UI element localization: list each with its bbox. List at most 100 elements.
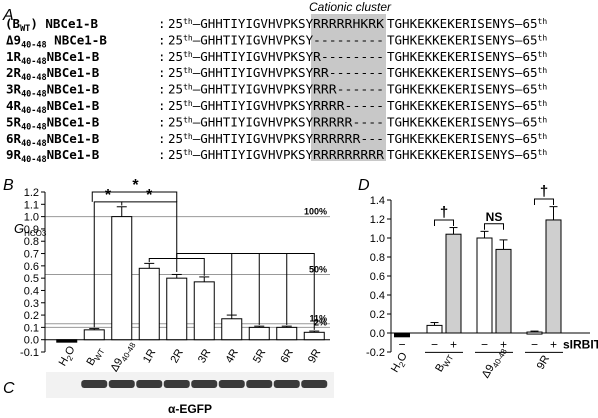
construct-label: 9R40-48NBCe1-B: [6, 147, 100, 165]
sequence-start: 25th—GHHTIYIGVHVPKSY: [168, 131, 314, 146]
y-tick-label: 0.9: [24, 224, 39, 236]
group-label: BWT: [433, 351, 455, 375]
panel-b-letter: B: [3, 177, 14, 194]
y-tick-label: -0.2: [366, 347, 385, 359]
sequence-start: 25th—GHHTIYIGVHVPKSY: [168, 82, 314, 97]
bar: [56, 339, 78, 343]
category-label: 2R: [168, 347, 185, 365]
group-bracket: [176, 253, 315, 330]
construct-label: (BWT) NBCe1-B: [5, 16, 99, 34]
cationic-cluster-label: Cationic cluster: [309, 0, 392, 14]
y-tick-label: 0.4: [24, 285, 39, 297]
bar-minus: [394, 332, 410, 338]
construct-label: 4R40-48NBCe1-B: [6, 98, 100, 116]
blot-band: [301, 380, 328, 388]
group-bracket: [148, 257, 205, 276]
bar: [221, 318, 243, 341]
cluster-sequence: R--------: [313, 49, 384, 64]
group-label: H2O: [389, 350, 412, 376]
panel-c: C α-EGFP: [3, 372, 334, 416]
colon: :: [158, 82, 166, 97]
construct-label: 2R40-48NBCe1-B: [6, 65, 100, 83]
colon: :: [158, 131, 166, 146]
colon: :: [158, 16, 166, 31]
y-tick-label: -0.1: [20, 347, 39, 359]
blot-band: [136, 380, 163, 388]
sequence-start: 25th—GHHTIYIGVHVPKSY: [168, 16, 314, 31]
y-tick-label: 0.2: [24, 310, 39, 322]
bar-plus: [545, 219, 562, 334]
bar: [248, 326, 270, 341]
bar-minus: [526, 331, 543, 335]
sequence-end: TGHKEKKEKERISENYS—65th: [387, 65, 547, 80]
sequence-start: 25th—GHHTIYIGVHVPKSY: [168, 49, 314, 64]
bar: [138, 267, 160, 341]
y-tick-label: 1.4: [370, 195, 385, 207]
category-label: 5R: [251, 347, 268, 365]
treatment-label: sIRBIT: [563, 337, 598, 351]
colon: :: [158, 49, 166, 64]
reference-label: 2%: [314, 317, 327, 327]
bar-minus: [426, 324, 443, 334]
sequence-start: 25th—GHHTIYIGVHVPKSY: [168, 147, 314, 162]
y-tick-label: 0.2: [370, 309, 385, 321]
construct-label: Δ940-48 NBCe1-B: [6, 32, 107, 50]
bar: [276, 326, 298, 341]
colon: :: [158, 114, 166, 129]
significance-star: *: [132, 177, 139, 194]
cluster-sequence: RRRRRR---: [313, 131, 384, 146]
sequence-end: TGHKEKKEKERISENYS—65th: [387, 98, 547, 113]
y-tick-label: 0.5: [24, 273, 39, 285]
construct-label: 6R40-48NBCe1-B: [6, 131, 100, 149]
y-tick-label: 1.0: [370, 233, 385, 245]
colon: :: [158, 98, 166, 113]
y-tick-label: 0.0: [24, 335, 39, 347]
sequence-end: TGHKEKKEKERISENYS—65th: [387, 32, 547, 47]
category-label: 6R: [278, 347, 295, 365]
y-tick-label: 0.0: [370, 328, 385, 340]
colon: :: [158, 65, 166, 80]
cluster-sequence: RRRRR----: [313, 114, 384, 129]
sequence-end: TGHKEKKEKERISENYS—65th: [387, 16, 547, 31]
sequence-end: TGHKEKKEKERISENYS—65th: [387, 131, 547, 146]
construct-label: 5R40-48NBCe1-B: [6, 114, 100, 132]
group-label: 9R: [535, 353, 552, 371]
sequence-end: TGHKEKKEKERISENYS—65th: [387, 82, 547, 97]
sequence-start: 25th—GHHTIYIGVHVPKSY: [168, 65, 314, 80]
sequence-end: TGHKEKKEKERISENYS—65th: [387, 114, 547, 129]
significance-bracket: [91, 191, 178, 202]
reference-label: 11%: [309, 314, 327, 324]
y-axis-label: GHCO3: [14, 221, 47, 238]
y-tick-label: 0.1: [24, 322, 39, 334]
bar-plus: [495, 248, 512, 334]
blot-band: [163, 380, 190, 388]
annotation-bracket: [484, 223, 504, 230]
category-label: H2O: [57, 344, 80, 370]
y-tick-label: 0.6: [24, 261, 39, 273]
y-tick-label: 0.3: [24, 298, 39, 310]
minus-sign: −: [531, 337, 538, 351]
cluster-sequence: RR-------: [313, 65, 384, 80]
panel-a: A Cationic cluster (BWT) NBCe1-B:25th—GH…: [2, 0, 547, 165]
y-tick-label: 0.8: [370, 252, 385, 264]
bar-plus: [445, 233, 462, 334]
colon: :: [158, 147, 166, 162]
y-tick-label: 1.2: [24, 187, 39, 199]
annotation-text: †: [540, 183, 548, 200]
minus-sign: −: [431, 337, 438, 351]
blot-band: [108, 380, 135, 388]
category-label: Δ940-48: [108, 338, 137, 375]
y-tick-label: 0.7: [24, 249, 39, 261]
panel-d: D -0.20.00.20.40.60.81.01.21.4−H2O− +BWT†…: [358, 177, 598, 380]
bar: [193, 281, 215, 341]
plus-sign: +: [550, 337, 557, 351]
antibody-label: α-EGFP: [168, 402, 212, 416]
annotation-bracket: [434, 219, 454, 226]
sequence-start: 25th—GHHTIYIGVHVPKSY: [168, 98, 314, 113]
panel-c-letter: C: [3, 380, 15, 397]
category-label: 3R: [196, 347, 213, 365]
sequence-start: 25th—GHHTIYIGVHVPKSY: [168, 32, 314, 47]
blot-band: [273, 380, 300, 388]
significance-star: *: [146, 187, 153, 204]
colon: :: [158, 32, 166, 47]
